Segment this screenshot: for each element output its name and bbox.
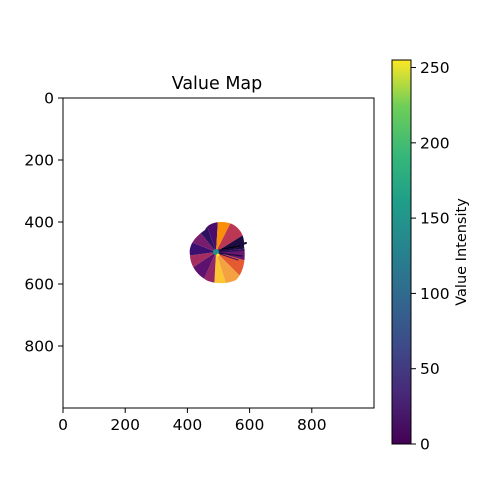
- y-tick-label: 600: [24, 276, 54, 294]
- chart-title: Value Map: [172, 74, 263, 94]
- x-tick-label: 800: [297, 416, 327, 434]
- y-tick-label: 0: [44, 90, 54, 108]
- x-tick-label: 200: [110, 416, 140, 434]
- y-tick-label: 400: [24, 214, 54, 232]
- x-tick-label: 600: [235, 416, 265, 434]
- x-tick-label: 400: [173, 416, 203, 434]
- heatmap-center: [213, 249, 219, 255]
- y-tick-label: 800: [24, 338, 54, 356]
- y-tick-label: 200: [24, 152, 54, 170]
- colorbar-tick-label: 100: [420, 285, 450, 303]
- colorbar-tick-label: 0: [420, 436, 430, 454]
- heatmap-streaks: [217, 242, 247, 261]
- x-axis: 0 200 400 600 800: [58, 408, 327, 434]
- y-axis: 0 200 400 600 800: [24, 90, 63, 356]
- x-tick-label: 0: [58, 416, 68, 434]
- colorbar-label: Value Intensity: [454, 198, 470, 306]
- colorbar-tick-label: 200: [420, 134, 450, 152]
- colorbar-axis: 0 50 100 150 200 250: [411, 59, 450, 454]
- colorbar-tick-label: 50: [420, 360, 440, 378]
- colorbar-tick-label: 250: [420, 59, 450, 77]
- colorbar-tick-label: 150: [420, 210, 450, 228]
- colorbar: [391, 59, 412, 445]
- heatmap-center-dot: [216, 253, 220, 257]
